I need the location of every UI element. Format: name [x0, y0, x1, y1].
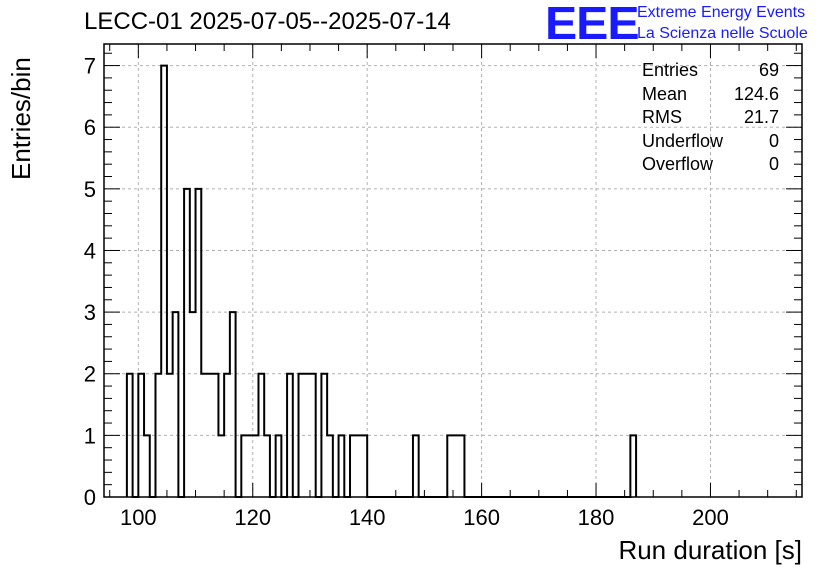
histogram-bin — [138, 374, 144, 497]
x-tick-label: 200 — [692, 505, 729, 530]
histogram-bin — [299, 374, 305, 497]
stats-label: Underflow — [642, 130, 724, 151]
y-tick-label: 6 — [84, 115, 96, 140]
stats-value: 21.7 — [743, 107, 779, 127]
histogram-bin — [224, 374, 230, 497]
histogram-bin — [196, 189, 202, 497]
stats-row-mean: Mean 124.6 — [642, 83, 779, 107]
histogram-bin — [258, 374, 264, 497]
histogram-bin — [447, 435, 453, 497]
logo-line-2: La Scienza nelle Scuole — [637, 25, 808, 42]
histogram-bin — [144, 435, 150, 497]
y-axis-label: Entries/bin — [6, 57, 36, 180]
histogram-bin — [327, 435, 333, 497]
histogram-bin — [184, 189, 190, 497]
histogram-bin — [155, 374, 161, 497]
stats-value: 0 — [768, 154, 779, 174]
histogram-bin — [161, 66, 167, 497]
stats-value: 69 — [758, 60, 779, 80]
stats-box: Entries 69 Mean 124.6 RMS 21.7 Underflow… — [642, 59, 779, 177]
eee-logo: EEE — [545, 0, 640, 49]
stats-row-overflow: Overflow 0 — [642, 153, 779, 177]
y-tick-label: 2 — [84, 362, 96, 387]
stats-value: 124.6 — [733, 83, 779, 104]
stats-label: Entries — [642, 60, 699, 80]
stats-row-underflow: Underflow 0 — [642, 130, 779, 154]
y-tick-label: 5 — [84, 177, 96, 202]
stats-value: 0 — [768, 130, 779, 151]
stats-label: Mean — [642, 83, 688, 104]
stats-label: Overflow — [642, 154, 714, 174]
x-tick-label: 160 — [463, 505, 500, 530]
y-tick-label: 1 — [84, 423, 96, 448]
histogram-bin — [230, 312, 236, 497]
histogram-bin — [241, 435, 247, 497]
histogram-bin — [167, 374, 173, 497]
chart-title: LECC-01 2025-07-05--2025-07-14 — [84, 8, 451, 35]
y-tick-label: 4 — [84, 238, 96, 263]
y-tick-label: 7 — [84, 54, 96, 79]
histogram-bin — [356, 435, 362, 497]
y-tick-label: 3 — [84, 300, 96, 325]
x-tick-label: 140 — [349, 505, 386, 530]
histogram-bin — [304, 374, 310, 497]
histogram-bin — [339, 435, 345, 497]
histogram-bin — [310, 374, 316, 497]
histogram-series — [125, 64, 638, 498]
x-tick-label: 180 — [578, 505, 615, 530]
logo-line-1: Extreme Energy Events — [637, 4, 806, 21]
histogram-bin — [350, 435, 356, 497]
stats-row-entries: Entries 69 — [642, 59, 779, 83]
histogram-bin — [201, 374, 207, 497]
stats-label: RMS — [642, 107, 682, 127]
histogram-bin — [190, 312, 196, 497]
x-axis-label: Run duration [s] — [618, 535, 802, 565]
y-tick-label: 0 — [84, 485, 96, 510]
histogram-bin — [413, 435, 419, 497]
histogram-bin — [287, 374, 293, 497]
histogram-bin — [276, 435, 282, 497]
histogram-bin — [630, 435, 636, 497]
x-tick-label: 100 — [120, 505, 157, 530]
x-tick-label: 120 — [234, 505, 271, 530]
histogram-bin — [218, 435, 224, 497]
histogram-bin — [173, 312, 179, 497]
histogram-bin — [127, 374, 133, 497]
histogram-bin — [453, 435, 459, 497]
stats-row-rms: RMS 21.7 — [642, 106, 779, 130]
histogram-bin — [264, 435, 270, 497]
